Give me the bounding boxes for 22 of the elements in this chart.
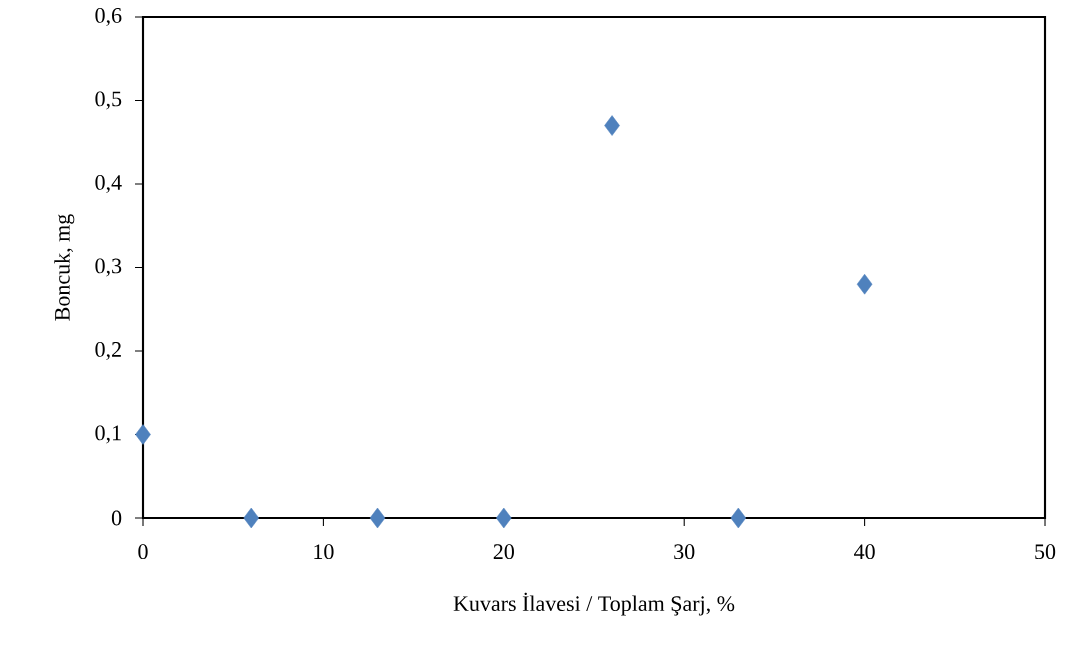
point	[730, 507, 747, 529]
y-tick-label: 0,2	[95, 341, 121, 361]
point	[135, 424, 151, 445]
point	[604, 115, 620, 136]
x-tick-label: 30	[674, 544, 695, 560]
x-tick-label: 0	[138, 544, 148, 560]
x-tick-label: 40	[854, 544, 875, 560]
x-tick-label: 20	[493, 544, 514, 560]
point	[856, 273, 873, 295]
point	[496, 507, 512, 529]
y-axis-title: Boncuk, mg	[54, 214, 75, 321]
y-tick-label: 0	[111, 510, 122, 526]
point	[369, 507, 386, 529]
x-axis-title: Kuvars İlavesi / Toplam Şarj, %	[453, 592, 735, 616]
y-tick-label: 0,4	[95, 174, 122, 194]
y-tick-label: 0,3	[95, 258, 122, 277]
y-tick-label: 0,5	[95, 91, 122, 110]
x-tick-label: 10	[314, 544, 334, 560]
y-tick-label: 0,6	[95, 7, 122, 27]
y-tick-label: 0,1	[95, 425, 121, 444]
x-tick-label: 50	[1035, 544, 1056, 560]
point	[243, 507, 260, 529]
